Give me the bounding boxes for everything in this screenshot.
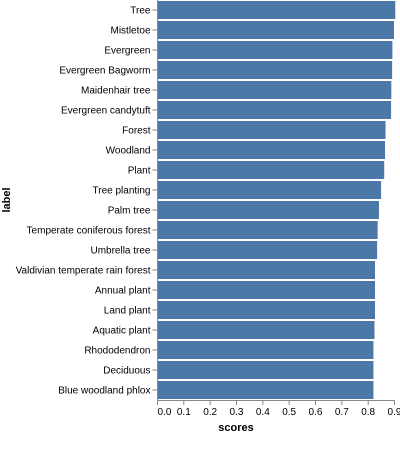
- y-tick-label: Maidenhair tree: [81, 86, 151, 97]
- bar: [157, 221, 378, 239]
- x-tick-label: 0.7: [335, 407, 349, 418]
- bar: [157, 361, 374, 379]
- y-axis-tick-labels: Tree Mistletoe Evergreen Evergreen Bagworm M…: [16, 6, 151, 397]
- bars-group: [157, 1, 396, 399]
- x-tick-label: 0.6: [309, 407, 323, 418]
- y-tick-label: Evergreen candytuft: [61, 106, 151, 117]
- y-tick-label: Mistletoe: [110, 26, 150, 37]
- x-axis-tick-labels: 0.0 0.1 0.2 0.3 0.4 0.5 0.6 0.7 0.8 0.9: [158, 407, 400, 418]
- y-tick-label: Plant: [128, 166, 151, 177]
- y-tick-label: Evergreen: [104, 46, 150, 57]
- bar: [157, 281, 376, 299]
- x-tick-label: 0.0: [158, 407, 172, 418]
- y-tick-label: Woodland: [106, 146, 151, 157]
- y-tick-label: Deciduous: [103, 366, 150, 377]
- y-tick-label: Forest: [122, 126, 151, 137]
- y-tick-label: Umbrella tree: [90, 246, 150, 257]
- x-tick-label: 0.4: [256, 407, 270, 418]
- y-tick-label: Rhododendron: [84, 346, 150, 357]
- bar: [157, 381, 374, 399]
- bar: [157, 321, 375, 339]
- bar: [157, 41, 393, 59]
- bar: [157, 101, 392, 119]
- bar: [157, 261, 376, 279]
- bar: [157, 1, 396, 19]
- x-tick-label: 0.1: [177, 407, 191, 418]
- x-tick-label: 0.5: [282, 407, 296, 418]
- bar: [157, 21, 394, 39]
- y-tick-label: Tree planting: [93, 186, 151, 197]
- y-tick-label: Valdivian temperate rain forest: [16, 266, 151, 277]
- bar: [157, 141, 386, 159]
- y-tick-label: Blue woodland phlox: [58, 386, 150, 397]
- bar: [157, 61, 393, 79]
- bar: [157, 301, 376, 319]
- y-tick-label: Temperate coniferous forest: [27, 226, 151, 237]
- y-tick-label: Aquatic plant: [93, 326, 151, 337]
- bar: [157, 241, 378, 259]
- x-tick-label: 0.3: [230, 407, 244, 418]
- x-tick-label: 0.8: [361, 407, 375, 418]
- bar: [157, 81, 392, 99]
- bar: [157, 341, 374, 359]
- y-tick-label: Palm tree: [108, 206, 151, 217]
- bar: [157, 181, 382, 199]
- bar: [157, 121, 386, 139]
- bar: [157, 201, 379, 219]
- x-axis-ticks: [157, 400, 395, 405]
- y-tick-label: Evergreen Bagworm: [59, 66, 150, 77]
- y-axis-ticks: [152, 9, 158, 391]
- y-axis-title: label: [1, 187, 13, 212]
- bar: [157, 161, 385, 179]
- y-tick-label: Land plant: [104, 306, 151, 317]
- y-tick-label: Tree: [130, 6, 151, 17]
- y-tick-label: Annual plant: [95, 286, 151, 297]
- x-axis-title: scores: [218, 422, 253, 434]
- x-tick-label: 0.2: [203, 407, 217, 418]
- x-tick-label: 0.9: [388, 407, 400, 418]
